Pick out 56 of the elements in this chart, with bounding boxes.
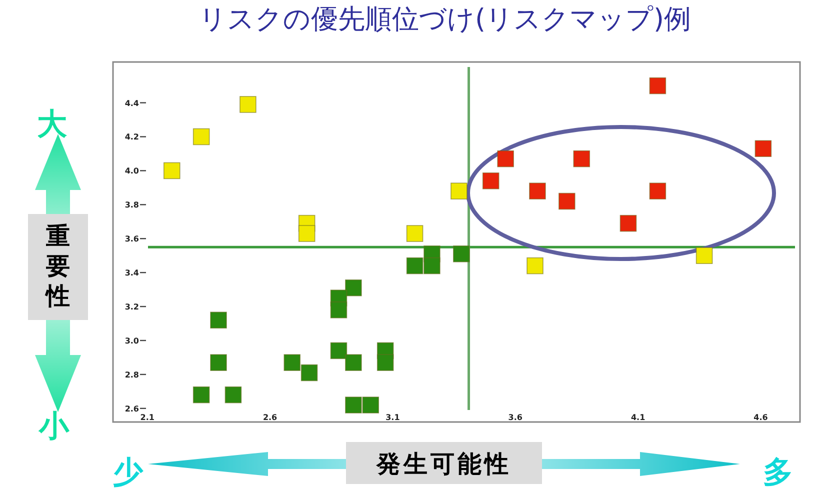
point [362,396,380,414]
point [754,140,772,158]
chart-title: リスクの優先順位づけ(リスクマップ)例 [198,4,692,35]
point [450,182,468,200]
point [497,150,514,168]
point [192,386,210,404]
point [345,396,362,414]
point [192,128,210,146]
point [406,225,424,242]
point [330,302,348,318]
point [649,182,666,200]
y-tick-label: 2.8 [124,370,140,380]
point [620,214,637,232]
y-tick-label: 3.4 [124,268,140,278]
y-tick-label: 3.2 [124,302,139,312]
point [345,279,362,296]
point [529,182,546,200]
x-tick-label: 4.6 [754,413,768,422]
text: 多 [763,455,793,490]
point [453,245,470,262]
x-tick-label: 3.6 [508,413,523,422]
point [649,77,666,94]
text: 大 [37,107,68,142]
y-tick-label: 4.4 [124,98,140,108]
y-tick-label: 3.6 [124,234,140,244]
x-tick-label: 2.1 [140,413,155,422]
point [284,354,301,371]
x-tick-label: 2.6 [262,413,278,422]
y-tick-label: 2.6 [124,404,140,414]
point [298,225,316,242]
y-axis-title: 重要性 [44,222,70,310]
point [406,257,424,274]
y-tick-label: 3.0 [124,336,140,346]
point [300,364,318,382]
point [376,354,394,371]
text: 小 [38,409,70,444]
x-axis-title: 発生可能性 [376,450,512,478]
point [424,257,440,274]
y-tick-label: 4.0 [124,166,140,176]
point [558,192,576,210]
y-tick-label: 3.8 [124,200,140,210]
point [210,312,227,329]
point [163,162,180,180]
point [482,172,500,190]
point [573,150,590,168]
text: 少 [113,455,144,490]
x-tick-label: 4.1 [630,413,646,422]
point [345,354,362,371]
point [224,386,242,404]
point [526,257,544,274]
point [210,354,227,371]
y-tick-label: 4.2 [124,132,139,142]
point [240,96,256,113]
point [696,247,713,264]
point [330,342,348,360]
x-tick-label: 3.1 [386,413,400,422]
